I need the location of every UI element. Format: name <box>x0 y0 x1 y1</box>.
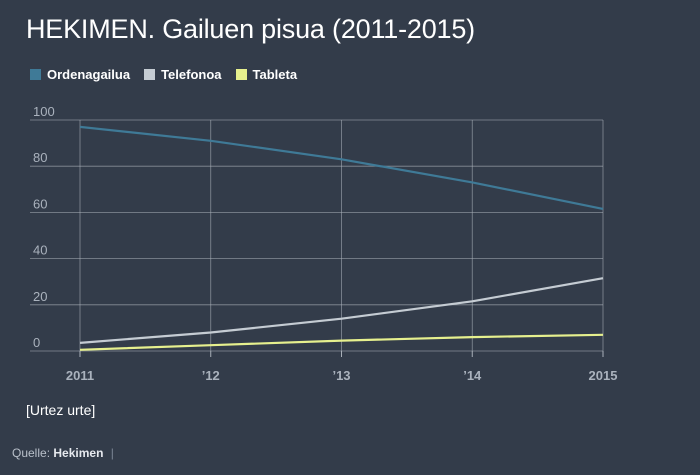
series-line-ordenagailua <box>79 125 604 210</box>
legend-swatch <box>30 69 41 80</box>
chart-note: [Urtez urte] <box>26 402 96 418</box>
series-line-telefonoa <box>79 277 604 344</box>
y-tick-label: 60 <box>33 196 47 211</box>
x-tick-label: 2015 <box>589 368 618 383</box>
legend-item-telefonoa: Telefonoa <box>144 67 222 82</box>
chart-title: HEKIMEN. Gailuen pisua (2011-2015) <box>26 14 475 44</box>
x-tick-label: 2011 <box>66 368 94 383</box>
legend-label: Telefonoa <box>161 67 222 82</box>
source-credit: Quelle: Hekimen | <box>12 446 114 460</box>
source-name: Hekimen <box>53 446 104 460</box>
x-tick-label: ’14 <box>463 368 482 383</box>
legend-swatch <box>235 69 247 80</box>
x-tick-label: ’12 <box>202 368 220 383</box>
legend-item-tableta: Tableta <box>235 67 298 82</box>
chart-legend: Ordenagailua Telefonoa Tableta <box>30 67 297 82</box>
series-line-tableta <box>79 333 604 351</box>
source-label: Quelle: <box>12 446 51 460</box>
legend-label: Ordenagailua <box>47 67 131 82</box>
legend-item-ordenagailua: Ordenagailua <box>30 67 130 82</box>
y-tick-label: 100 <box>33 104 55 119</box>
y-tick-label: 40 <box>33 243 47 258</box>
y-tick-label: 80 <box>33 150 47 165</box>
x-tick-label: ’13 <box>332 368 350 383</box>
y-tick-label: 20 <box>33 289 47 304</box>
legend-label: Tableta <box>252 67 298 82</box>
source-separator: | <box>110 446 114 460</box>
legend-swatch <box>144 69 156 80</box>
y-tick-label: 0 <box>33 335 40 350</box>
